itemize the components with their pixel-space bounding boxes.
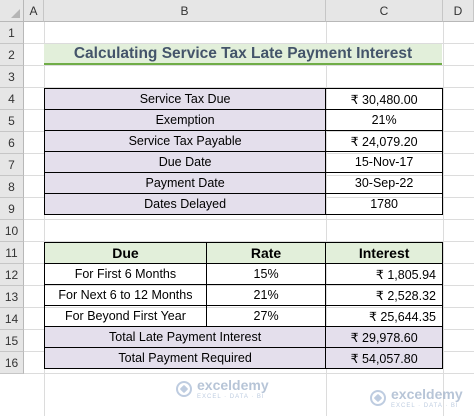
- summary-label[interactable]: Payment Date: [43, 172, 327, 194]
- header-rate[interactable]: Rate: [205, 242, 327, 264]
- due-cell[interactable]: For Beyond First Year: [44, 305, 207, 327]
- total-interest-value[interactable]: ₹ 29,978.60: [325, 326, 443, 348]
- table-row: Dates Delayed 1780: [43, 193, 443, 215]
- interest-cell[interactable]: ₹ 2,528.32: [325, 284, 443, 306]
- watermark: exceldemy EXCEL · DATA · BI: [370, 387, 463, 409]
- row-header-13[interactable]: 13: [0, 286, 24, 308]
- watermark-tagline: EXCEL · DATA · BI: [391, 403, 459, 409]
- rate-cell[interactable]: 15%: [205, 263, 327, 285]
- exceldemy-logo-icon: [176, 381, 192, 397]
- total-payment-value[interactable]: ₹ 54,057.80: [325, 347, 443, 369]
- row-header-15[interactable]: 15: [0, 330, 24, 352]
- header-interest[interactable]: Interest: [325, 242, 443, 264]
- due-cell[interactable]: For Next 6 to 12 Months: [44, 284, 207, 306]
- row-header-7[interactable]: 7: [0, 154, 24, 176]
- watermark-brand: exceldemy: [391, 386, 463, 402]
- column-header-b[interactable]: B: [44, 0, 326, 22]
- summary-label[interactable]: Exemption: [43, 109, 327, 131]
- summary-value[interactable]: ₹ 30,480.00: [325, 88, 443, 110]
- table-row: For Beyond First Year 27% ₹ 25,644.35: [44, 305, 443, 327]
- grid-line: [24, 65, 474, 66]
- row-header-16[interactable]: 16: [0, 352, 24, 374]
- grid-line: [24, 241, 474, 242]
- table-row: Service Tax Payable ₹ 24,079.20: [43, 130, 443, 152]
- summary-value[interactable]: ₹ 24,079.20: [325, 130, 443, 152]
- summary-label[interactable]: Service Tax Payable: [43, 130, 327, 152]
- table-row: Payment Date 30-Sep-22: [43, 172, 443, 194]
- row-header-6[interactable]: 6: [0, 132, 24, 154]
- row-header-12[interactable]: 12: [0, 264, 24, 286]
- summary-label[interactable]: Service Tax Due: [43, 88, 327, 110]
- rate-cell[interactable]: 21%: [205, 284, 327, 306]
- interest-cell[interactable]: ₹ 1,805.94: [325, 263, 443, 285]
- row-header-1[interactable]: 1: [0, 22, 24, 44]
- table-row: For Next 6 to 12 Months 21% ₹ 2,528.32: [44, 284, 443, 306]
- summary-table: Service Tax Due ₹ 30,480.00 Exemption 21% …: [43, 88, 443, 215]
- exceldemy-logo-icon: [370, 390, 386, 406]
- column-header-d[interactable]: D: [443, 0, 474, 22]
- row-header-9[interactable]: 9: [0, 198, 24, 220]
- row-header-8[interactable]: 8: [0, 176, 24, 198]
- table-row: Exemption 21%: [43, 109, 443, 131]
- row-header-14[interactable]: 14: [0, 308, 24, 330]
- interest-table: Due Rate Interest For First 6 Months 15%…: [43, 242, 443, 369]
- summary-value[interactable]: 21%: [325, 109, 443, 131]
- due-cell[interactable]: For First 6 Months: [44, 263, 207, 285]
- grid-line: [24, 43, 474, 44]
- table-row: For First 6 Months 15% ₹ 1,805.94: [44, 263, 443, 285]
- row-header-4[interactable]: 4: [0, 88, 24, 110]
- grid-line: [24, 219, 474, 220]
- summary-label[interactable]: Dates Delayed: [43, 193, 327, 215]
- grid-line: [24, 373, 474, 374]
- total-interest-label[interactable]: Total Late Payment Interest: [43, 326, 327, 348]
- row-header-2[interactable]: 2: [0, 44, 24, 66]
- summary-value[interactable]: 30-Sep-22: [325, 172, 443, 194]
- row-header-10[interactable]: 10: [0, 220, 24, 242]
- summary-value[interactable]: 15-Nov-17: [325, 151, 443, 173]
- total-interest-row: Total Late Payment Interest ₹ 29,978.60: [43, 326, 443, 348]
- grid-line: [24, 87, 474, 88]
- select-all-corner[interactable]: [0, 0, 24, 22]
- column-header-c[interactable]: C: [326, 0, 443, 22]
- row-header-11[interactable]: 11: [0, 242, 24, 264]
- watermark: exceldemy EXCEL · DATA · BI: [176, 378, 269, 400]
- summary-label[interactable]: Due Date: [43, 151, 327, 173]
- header-due[interactable]: Due: [44, 242, 207, 264]
- interest-cell[interactable]: ₹ 25,644.35: [325, 305, 443, 327]
- table-row: Due Date 15-Nov-17: [43, 151, 443, 173]
- watermark-tagline: EXCEL · DATA · BI: [197, 394, 265, 400]
- row-header-3[interactable]: 3: [0, 66, 24, 88]
- table-header-row: Due Rate Interest: [44, 242, 443, 264]
- rate-cell[interactable]: 27%: [205, 305, 327, 327]
- watermark-brand: exceldemy: [197, 377, 269, 393]
- row-header-5[interactable]: 5: [0, 110, 24, 132]
- sheet-title: Calculating Service Tax Late Payment Int…: [44, 44, 442, 65]
- column-header-a[interactable]: A: [24, 0, 44, 22]
- total-payment-row: Total Payment Required ₹ 54,057.80: [43, 347, 443, 369]
- total-payment-label[interactable]: Total Payment Required: [43, 347, 327, 369]
- summary-value[interactable]: 1780: [325, 193, 443, 215]
- table-row: Service Tax Due ₹ 30,480.00: [43, 88, 443, 110]
